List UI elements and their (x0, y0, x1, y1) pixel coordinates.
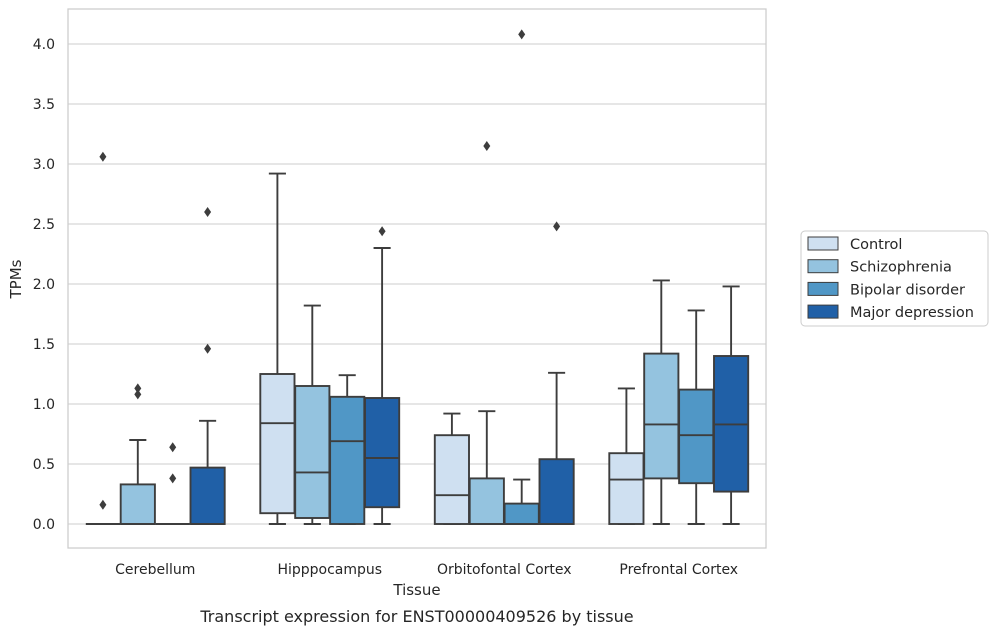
box-2-3 (538, 221, 575, 525)
legend-swatch (807, 281, 839, 296)
iqr-box (364, 397, 401, 509)
legend-entry: Control (850, 237, 902, 253)
box-2-0 (433, 412, 470, 525)
y-tick-label: 3.5 (33, 97, 55, 113)
iqr-box (433, 434, 470, 525)
legend-swatch (807, 259, 839, 274)
iqr-box (643, 352, 680, 480)
iqr-box (259, 373, 296, 515)
y-tick-label: 2.5 (33, 217, 55, 233)
y-tick-label: 1.0 (33, 397, 55, 413)
legend: Control Schizophrenia Bipolar disorder Majo… (800, 230, 989, 327)
box-3-2 (678, 309, 715, 525)
outlier-point (169, 442, 177, 453)
legend-swatch (807, 304, 839, 319)
legend-swatch (807, 236, 839, 251)
outlier-point (99, 151, 107, 162)
x-tick-labels: Cerebellum Hipppocampus Orbitofontal Corte… (115, 562, 738, 578)
legend-entry: Major depression (850, 305, 974, 321)
box-3-3 (713, 285, 750, 525)
iqr-box (608, 452, 645, 525)
box-3-0 (608, 387, 645, 525)
iqr-box (538, 458, 575, 525)
iqr-box (119, 483, 156, 525)
legend-frame (800, 230, 989, 327)
plot-frame (67, 8, 767, 549)
boxes (85, 29, 750, 525)
iqr-box (294, 385, 331, 519)
y-tick-label: 2.0 (33, 277, 55, 293)
box-3-1 (643, 279, 680, 525)
y-tick-label: 0.5 (33, 457, 55, 473)
chart-caption: Transcript expression for ENST0000040952… (199, 607, 633, 626)
box-1-0 (259, 172, 296, 525)
y-tick-label: 4.0 (33, 37, 55, 53)
x-tick-label: Orbitofontal Cortex (437, 562, 572, 578)
outlier-point (169, 473, 177, 484)
legend-entry: Schizophrenia (850, 260, 952, 276)
outlier-point (483, 141, 491, 151)
box-1-2 (329, 374, 366, 525)
outlier-point (378, 226, 386, 237)
box-2-1 (468, 141, 505, 525)
outlier-point (134, 383, 142, 394)
outlier-point (99, 499, 107, 510)
iqr-box (468, 477, 505, 525)
outlier-point (553, 221, 561, 232)
iqr-box (189, 466, 226, 525)
legend-entry: Bipolar disorder (850, 282, 965, 298)
outlier-point (134, 389, 142, 400)
box-1-1 (294, 304, 331, 525)
iqr-box (329, 395, 366, 525)
iqr-box (678, 388, 715, 485)
y-tick-label: 3.0 (33, 157, 55, 173)
y-axis-label: TPMs (7, 259, 25, 299)
outlier-point (518, 29, 526, 40)
x-tick-label: Prefrontal Cortex (619, 562, 738, 578)
y-tick-label: 1.5 (33, 337, 55, 353)
x-tick-label: Cerebellum (115, 562, 195, 578)
box-0-1 (119, 383, 156, 525)
x-axis-label: Tissue (392, 581, 440, 599)
box-1-3 (364, 226, 401, 525)
outlier-point (204, 207, 212, 217)
y-tick-labels: 0.0 0.5 1.0 1.5 2.0 2.5 3.0 3.5 4.0 (33, 37, 55, 533)
x-tick-label: Hipppocampus (277, 562, 382, 578)
iqr-box (503, 502, 540, 525)
box-0-3 (189, 207, 226, 525)
y-tick-label: 0.0 (33, 517, 55, 533)
box-0-2 (155, 442, 190, 525)
box-0-0 (85, 151, 121, 525)
outlier-point (204, 343, 212, 354)
